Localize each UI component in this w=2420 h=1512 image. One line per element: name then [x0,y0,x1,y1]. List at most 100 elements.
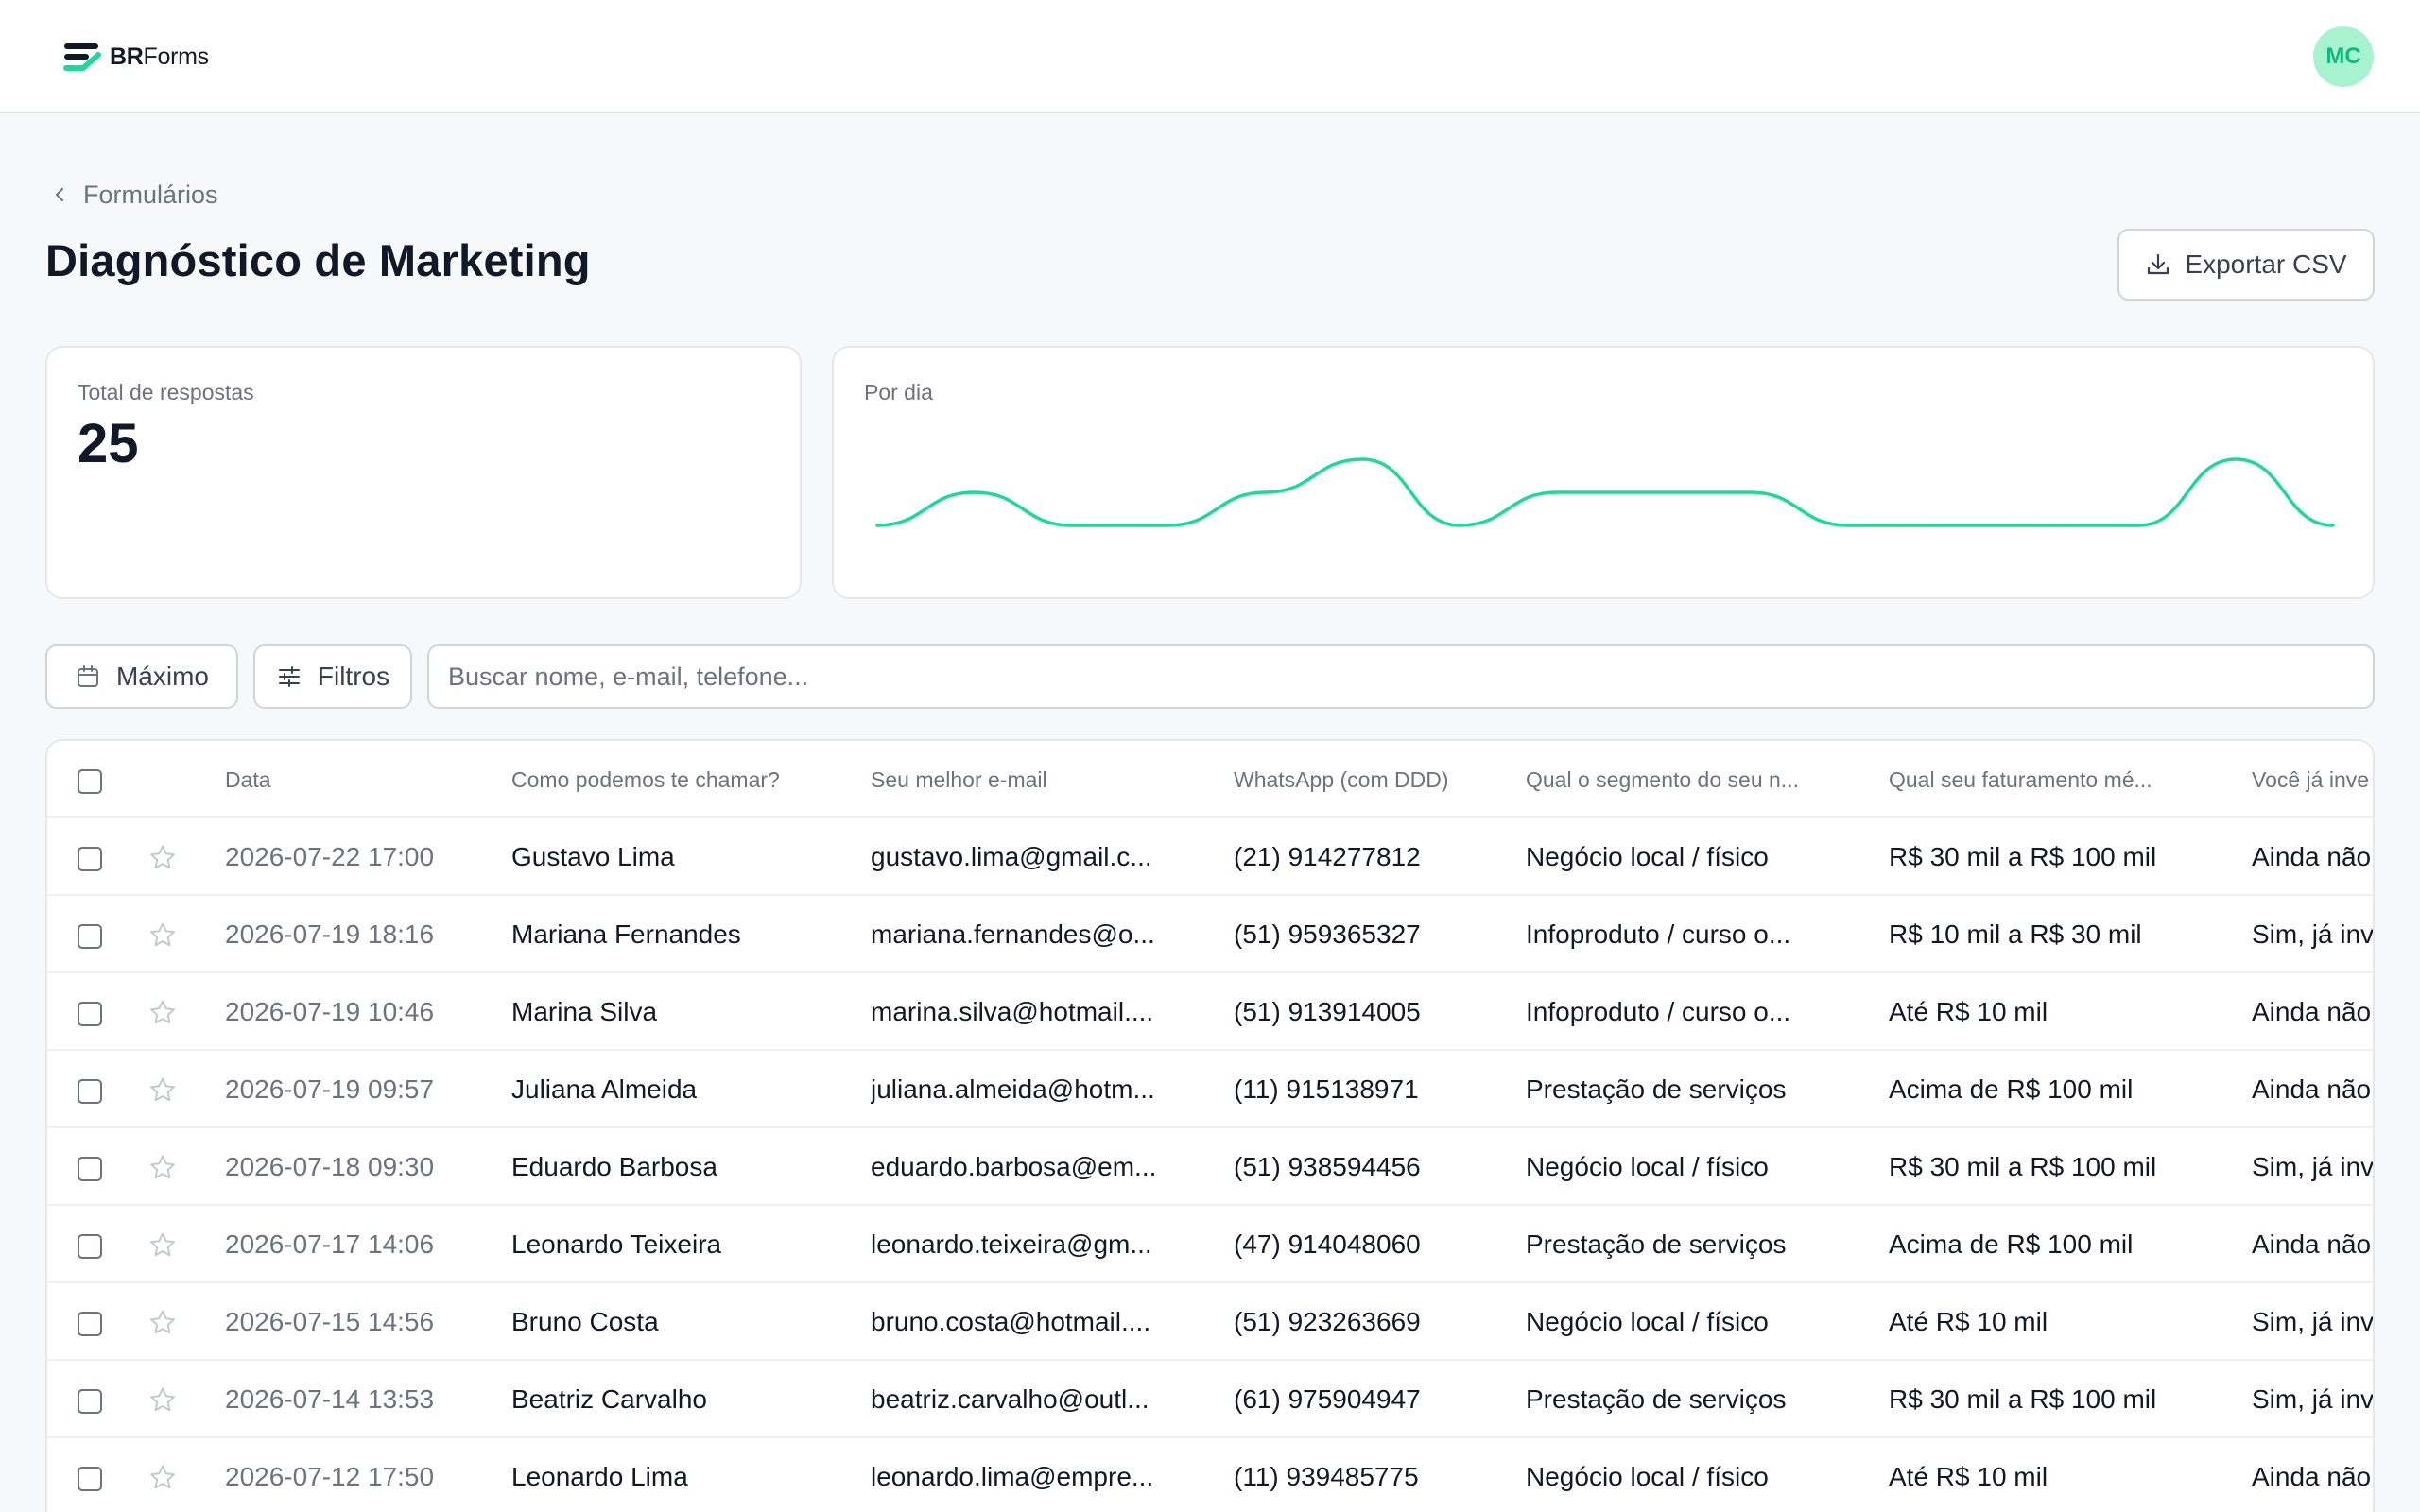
cell-revenue: Acima de R$ 100 mil [1889,1074,2134,1104]
cell-segment: Negócio local / físico [1526,1307,1769,1336]
cell-name: Leonardo Teixeira [511,1229,722,1259]
star-icon[interactable] [147,1075,178,1106]
cell-name: Beatriz Carvalho [511,1384,707,1414]
cell-email: gustavo.lima@gmail.c... [871,842,1152,871]
star-icon[interactable] [147,1230,178,1261]
cell-invested: Sim, já inv [2252,1384,2375,1414]
cell-segment: Negócio local / físico [1526,1462,1769,1491]
cell-name: Leonardo Lima [511,1462,688,1491]
cell-invested: Ainda não [2252,842,2372,871]
sliders-icon [278,666,300,687]
brand-name: BRForms [110,43,209,70]
cell-date: 2026-07-15 14:56 [225,1307,435,1336]
column-header-email[interactable]: Seu melhor e-mail [871,766,1047,792]
cell-name: Juliana Almeida [511,1074,698,1104]
column-header-segment[interactable]: Qual o segmento do seu n... [1526,766,1799,792]
cell-revenue: Até R$ 10 mil [1889,997,2048,1026]
cell-whatsapp: (51) 938594456 [1234,1152,1421,1181]
table-row[interactable]: 2026-07-19 10:46 Marina Silva marina.silva… [47,973,2373,1051]
row-checkbox[interactable] [78,1234,102,1259]
calendar-icon [77,665,98,687]
table-row[interactable]: 2026-07-14 13:53 Beatriz Carvalho beatriz.… [47,1361,2375,1438]
star-icon[interactable] [147,1385,178,1416]
cell-revenue: R$ 30 mil a R$ 100 mil [1889,1152,2157,1181]
table-row[interactable]: 2026-07-17 14:06 Leonardo Teixeira leonard… [47,1206,2373,1283]
row-checkbox[interactable] [78,1079,102,1104]
cell-email: juliana.almeida@hotm... [871,1074,1155,1104]
cell-whatsapp: (61) 975904947 [1234,1384,1421,1414]
cell-name: Gustavo Lima [511,842,675,871]
table-row[interactable]: 2026-07-18 09:30 Eduardo Barbosa eduardo.b… [47,1128,2373,1206]
cell-invested: Ainda não [2252,997,2372,1026]
breadcrumb-back-link[interactable]: Formulários [51,180,218,210]
responses-table: Data Como podemos te chamar? Seu melhor … [45,739,2375,1512]
cell-name: Eduardo Barbosa [511,1152,717,1181]
star-icon[interactable] [147,998,178,1028]
cell-email: marina.silva@hotmail.... [871,997,1154,1026]
cell-email: bruno.costa@hotmail.... [871,1307,1151,1336]
export-csv-label: Exportar CSV [2185,249,2347,279]
column-header-invested[interactable]: Você já inve [2252,766,2370,792]
brand-logo-icon [63,43,101,71]
user-avatar[interactable]: MC [2313,26,2374,87]
column-header-whatsapp[interactable]: WhatsApp (com DDD) [1234,766,1449,792]
select-all-checkbox[interactable] [78,769,102,794]
cell-segment: Infoproduto / curso o... [1526,997,1791,1026]
brand-logo[interactable]: BRForms [62,40,209,74]
breadcrumb-label: Formulários [83,180,218,209]
cell-date: 2026-07-19 10:46 [225,997,435,1026]
star-icon[interactable] [147,920,178,951]
table-row[interactable]: 2026-07-22 17:00 Gustavo Lima gustavo.lima… [47,818,2373,896]
cell-segment: Negócio local / físico [1526,1152,1769,1181]
row-checkbox[interactable] [78,847,102,871]
cell-segment: Prestação de serviços [1526,1074,1787,1104]
cell-email: eduardo.barbosa@em... [871,1152,1157,1181]
page-title: Diagnóstico de Marketing [45,235,591,285]
row-checkbox[interactable] [78,924,102,949]
cell-segment: Prestação de serviços [1526,1384,1787,1414]
filters-label: Filtros [317,662,390,691]
star-icon[interactable] [147,1308,178,1338]
per-day-chart [875,457,2335,527]
cell-revenue: R$ 10 mil a R$ 30 mil [1889,919,2142,949]
row-checkbox[interactable] [78,1389,102,1414]
cell-date: 2026-07-17 14:06 [225,1229,435,1259]
star-icon[interactable] [147,1463,178,1493]
cell-invested: Ainda não [2252,1229,2372,1259]
export-csv-button[interactable]: Exportar CSV [2118,229,2375,301]
cell-email: leonardo.lima@empre... [871,1462,1154,1491]
cell-revenue: Até R$ 10 mil [1889,1462,2048,1491]
total-responses-card: Total de respostas 25 [45,346,802,599]
filters-button[interactable]: Filtros [253,644,412,709]
table-row[interactable]: 2026-07-19 09:57 Juliana Almeida juliana.a… [47,1051,2373,1128]
cell-whatsapp: (11) 915138971 [1234,1074,1419,1104]
table-row[interactable]: 2026-07-12 17:50 Leonardo Lima leonardo.li… [47,1438,2373,1512]
cell-revenue: R$ 30 mil a R$ 100 mil [1889,1384,2157,1414]
cell-segment: Infoproduto / curso o... [1526,919,1791,949]
star-icon[interactable] [147,843,178,873]
row-checkbox[interactable] [78,1312,102,1336]
table-row[interactable]: 2026-07-19 18:16 Mariana Fernandes mariana… [47,896,2375,973]
cell-invested: Sim, já inv [2252,919,2375,949]
cell-name: Marina Silva [511,997,658,1026]
cell-invested: Ainda não [2252,1074,2372,1104]
table-row[interactable]: 2026-07-15 14:56 Bruno Costa bruno.costa@h… [47,1283,2375,1361]
period-button[interactable]: Máximo [45,644,238,709]
cell-whatsapp: (47) 914048060 [1234,1229,1421,1259]
row-checkbox[interactable] [78,1157,102,1181]
cell-email: beatriz.carvalho@outl... [871,1384,1150,1414]
column-header-date[interactable]: Data [225,766,271,792]
column-header-revenue[interactable]: Qual seu faturamento mé... [1889,766,2152,792]
cell-email: mariana.fernandes@o... [871,919,1155,949]
top-bar: BRForms MC [0,0,2420,113]
row-checkbox[interactable] [78,1467,102,1491]
row-checkbox[interactable] [78,1002,102,1026]
cell-date: 2026-07-19 09:57 [225,1074,435,1104]
search-input[interactable] [427,644,2375,709]
star-icon[interactable] [147,1153,178,1183]
download-icon [2148,253,2169,275]
chevron-left-icon [56,188,63,201]
cell-whatsapp: (51) 923263669 [1234,1307,1421,1336]
cell-invested: Sim, já inv [2252,1307,2375,1336]
column-header-name[interactable]: Como podemos te chamar? [511,766,780,792]
